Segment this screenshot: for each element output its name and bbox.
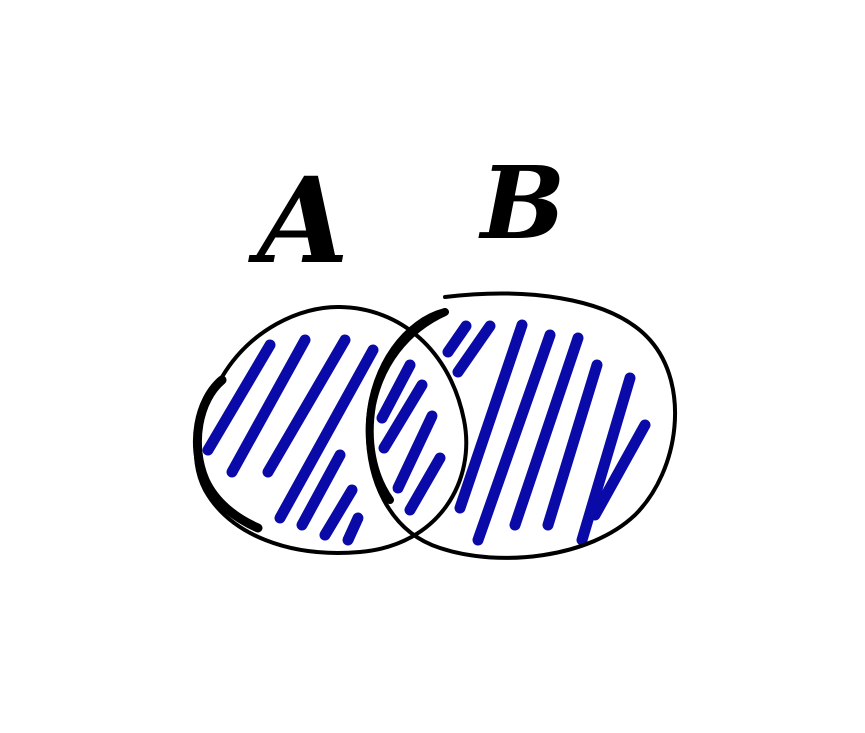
set-b-label: B — [478, 144, 566, 262]
set-a-circle — [193, 304, 469, 555]
set-b-hatch-stroke-12 — [589, 419, 651, 521]
set-b-hatch-stroke-9 — [509, 332, 584, 531]
set-b-accent-stroke — [365, 308, 449, 504]
set-a-label: A — [247, 151, 349, 290]
set-a-hatch-stroke-6 — [319, 484, 358, 541]
set-b-hatch-stroke-4 — [378, 379, 428, 454]
set-b-shading — [376, 319, 651, 546]
set-a-hatch-stroke-2 — [226, 334, 311, 478]
set-b-hatch-stroke-3 — [376, 359, 416, 424]
set-b-hatch-stroke-10 — [542, 359, 603, 531]
set-b-hatch-stroke-8 — [472, 329, 556, 546]
set-b-hatch-stroke-7 — [454, 319, 528, 514]
set-a-hatch-stroke-4 — [274, 344, 379, 524]
set-b-hatch-stroke-2 — [452, 320, 496, 378]
set-a-hatch-stroke-3 — [262, 334, 351, 478]
set-b-hatch-stroke-1 — [442, 320, 472, 358]
set-b-hatch-stroke-5 — [392, 410, 438, 494]
set-a-hatch-stroke-1 — [202, 339, 276, 456]
set-a-hatch-stroke-7 — [342, 512, 364, 546]
set-a-shading — [202, 334, 379, 546]
set-b-hatch-stroke-6 — [404, 452, 446, 516]
set-a-accent-stroke — [192, 375, 263, 533]
set-a-hatch-stroke-5 — [296, 449, 346, 531]
